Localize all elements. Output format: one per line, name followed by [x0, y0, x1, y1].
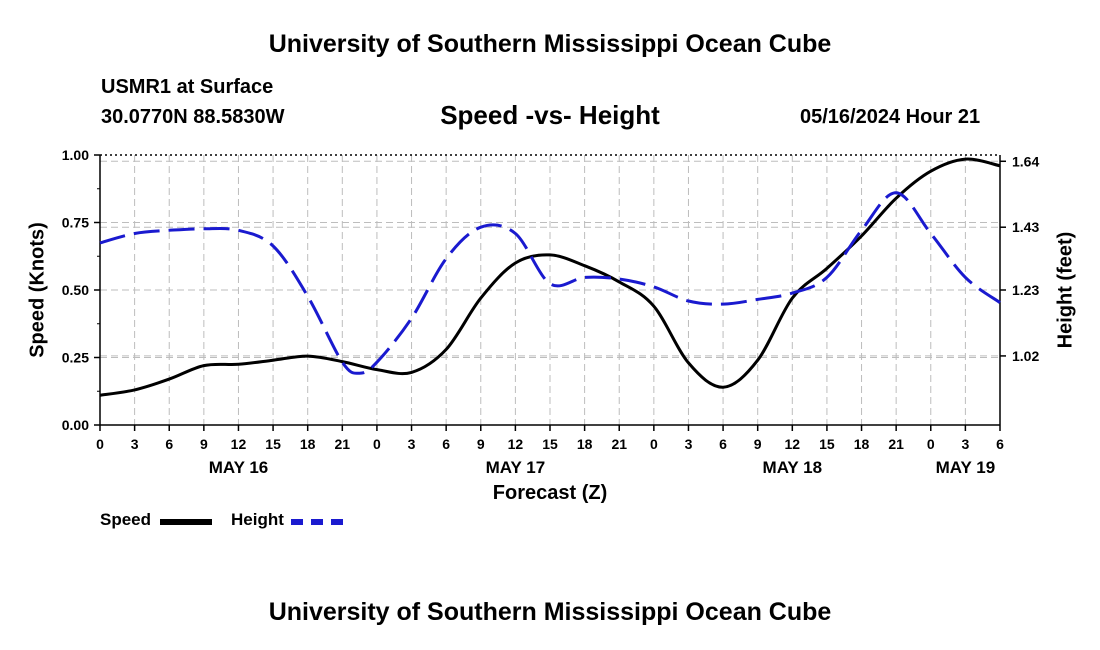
page-title: University of Southern Mississippi Ocean… — [268, 30, 832, 58]
chart-subtitle: Speed -vs- Height — [440, 100, 660, 130]
y-tick-right-label: 1.23 — [1012, 282, 1039, 298]
x-tick-label: 18 — [854, 436, 870, 452]
x-tick-label: 0 — [96, 436, 104, 452]
legend-height-swatch — [291, 519, 343, 525]
x-tick-label: 12 — [785, 436, 801, 452]
station-name: USMR1 at Surface — [101, 76, 274, 98]
y-axis-left-label: Speed (Knots) — [26, 222, 49, 358]
x-date-label: MAY 18 — [763, 458, 823, 477]
x-tick-label: 15 — [819, 436, 835, 452]
x-tick-label: 18 — [300, 436, 316, 452]
y-tick-right-label: 1.02 — [1012, 348, 1039, 364]
x-tick-label: 0 — [650, 436, 658, 452]
x-tick-label: 3 — [131, 436, 139, 452]
x-tick-label: 15 — [265, 436, 281, 452]
x-tick-label: 15 — [542, 436, 558, 452]
y-tick-left-label: 0.00 — [62, 417, 89, 433]
legend-speed-swatch — [160, 519, 212, 525]
x-tick-label: 21 — [888, 436, 904, 452]
x-tick-label: 21 — [611, 436, 627, 452]
y-tick-right-label: 1.43 — [1012, 219, 1039, 235]
x-tick-label: 6 — [165, 436, 173, 452]
x-date-label: MAY 19 — [936, 458, 996, 477]
x-tick-label: 6 — [719, 436, 727, 452]
x-tick-label: 3 — [961, 436, 969, 452]
x-axis-label: Forecast (Z) — [492, 482, 608, 504]
x-date-label: MAY 17 — [486, 458, 546, 477]
y-tick-right-label: 1.64 — [1012, 153, 1039, 169]
x-tick-label: 6 — [996, 436, 1004, 452]
x-tick-label: 9 — [754, 436, 762, 452]
y-tick-left-label: 1.00 — [62, 147, 89, 163]
x-tick-label: 9 — [477, 436, 485, 452]
bottom-title: University of Southern Mississippi Ocean… — [268, 598, 832, 626]
x-date-label: MAY 16 — [209, 458, 269, 477]
x-tick-label: 3 — [408, 436, 416, 452]
x-tick-label: 12 — [508, 436, 524, 452]
x-tick-label: 9 — [200, 436, 208, 452]
series-line-height — [99, 191, 1001, 375]
legend-speed-label: Speed — [100, 510, 152, 529]
x-tick-label: 0 — [373, 436, 381, 452]
x-tick-label: 18 — [577, 436, 593, 452]
x-tick-label: 0 — [927, 436, 935, 452]
forecast-datetime: 05/16/2024 Hour 21 — [800, 106, 981, 128]
x-tick-label: 6 — [442, 436, 450, 452]
x-tick-label: 12 — [231, 436, 247, 452]
y-tick-left-label: 0.25 — [62, 350, 89, 366]
x-tick-label: 21 — [335, 436, 351, 452]
station-coordinates: 30.0770N 88.5830W — [101, 106, 285, 128]
y-tick-left-label: 0.50 — [62, 282, 89, 298]
x-tick-label: 3 — [685, 436, 693, 452]
y-tick-left-label: 0.75 — [62, 215, 89, 231]
legend-height-label: Height — [231, 510, 284, 529]
y-axis-right-label: Height (feet) — [1054, 231, 1077, 349]
